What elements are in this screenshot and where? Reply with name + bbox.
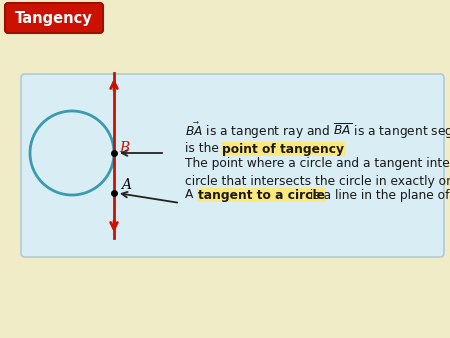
Text: A: A — [185, 189, 197, 201]
Text: is a line in the plane of the: is a line in the plane of the — [306, 189, 450, 201]
Text: circle that intersects the circle in exactly one point.: circle that intersects the circle in exa… — [185, 174, 450, 188]
Text: B: B — [119, 141, 129, 155]
Text: .: . — [321, 143, 325, 155]
Text: The point where a circle and a tangent intersect: The point where a circle and a tangent i… — [185, 156, 450, 169]
Text: is the: is the — [185, 143, 223, 155]
Text: Tangency: Tangency — [15, 10, 93, 25]
Text: point of tangency: point of tangency — [222, 143, 344, 155]
Text: $\vec{BA}$ is a tangent ray and $\overline{BA}$ is a tangent segment.: $\vec{BA}$ is a tangent ray and $\overli… — [185, 121, 450, 141]
FancyBboxPatch shape — [21, 74, 444, 257]
FancyBboxPatch shape — [5, 3, 103, 33]
Text: A: A — [121, 178, 131, 192]
Text: tangent to a circle: tangent to a circle — [198, 189, 325, 201]
